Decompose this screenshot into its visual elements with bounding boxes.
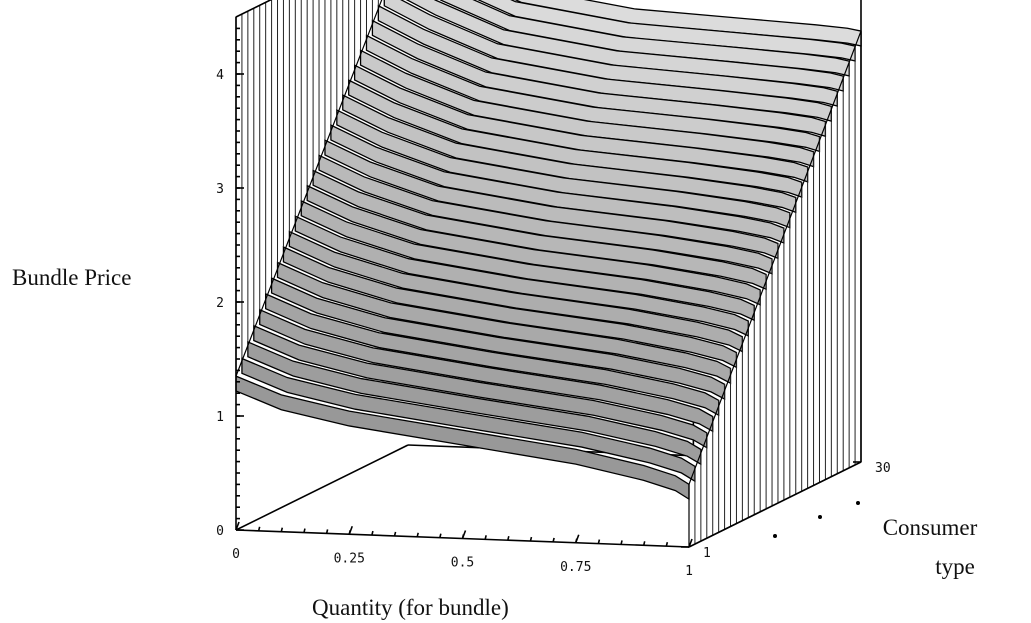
box-edge-top-left	[235, 0, 273, 18]
ellipsis-dot-2	[818, 515, 822, 519]
x-tick-label: 1	[685, 564, 693, 579]
x-minor-tick	[484, 535, 487, 540]
y-axis-title: Consumer	[883, 515, 978, 540]
x-minor-tick	[439, 533, 442, 538]
x-minor-tick	[303, 528, 306, 533]
z-axis-title: Bundle Price	[12, 265, 131, 290]
x-minor-tick	[393, 531, 397, 537]
x-minor-tick	[416, 532, 419, 537]
z-tick-label: 4	[216, 68, 224, 83]
x-axis-title: Quantity (for bundle)	[312, 595, 509, 620]
y-axis-title-line2: type	[935, 554, 975, 579]
x-minor-tick	[348, 530, 352, 535]
x-minor-tick	[552, 537, 555, 543]
z-tick-label: 0	[216, 524, 224, 539]
x-minor-tick	[507, 536, 510, 541]
x-tick-label: 0.75	[560, 560, 591, 575]
box-edge-floor-right	[688, 461, 862, 548]
y-tick-label: 1	[703, 546, 711, 561]
x-minor-tick	[461, 534, 465, 539]
x-minor-tick	[371, 530, 374, 536]
x-minor-tick	[665, 541, 669, 547]
ellipsis-dot-1	[773, 534, 777, 538]
x-minor-tick	[257, 526, 261, 532]
x-minor-tick	[529, 536, 533, 542]
ellipsis-dot-3	[856, 501, 860, 505]
x-minor-tick	[597, 539, 601, 544]
price-surface	[235, 0, 862, 548]
x-tick-label: 0	[232, 547, 240, 562]
x-tick-mark	[235, 521, 240, 531]
z-tick-label: 1	[216, 410, 224, 425]
x-minor-tick	[325, 529, 329, 534]
x-tick-label: 0.5	[451, 556, 474, 571]
x-minor-tick	[280, 527, 284, 532]
z-tick-label: 3	[216, 182, 224, 197]
x-minor-tick	[620, 540, 623, 545]
x-minor-tick	[642, 541, 646, 546]
z-tick-label: 2	[216, 296, 224, 311]
x-minor-tick	[574, 538, 578, 543]
box-edge-floor-left	[235, 444, 409, 531]
y-tick-label: 30	[875, 461, 891, 476]
x-tick-label: 0.25	[334, 551, 365, 566]
x-tick-mark	[688, 538, 693, 548]
